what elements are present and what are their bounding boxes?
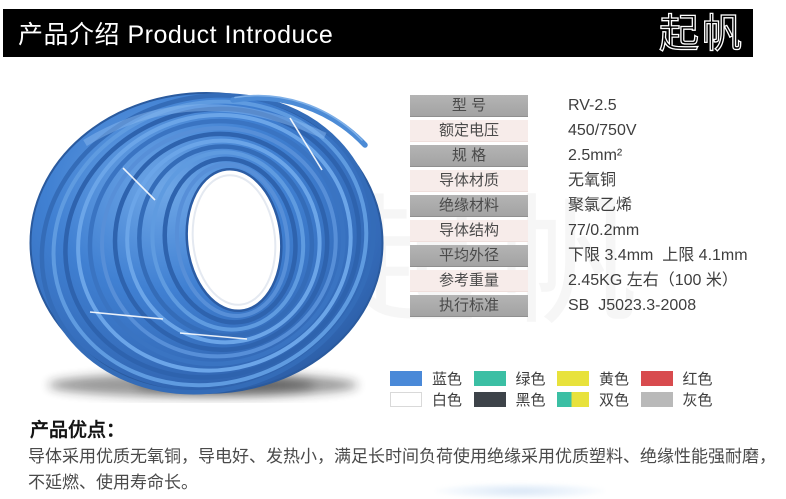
spec-label: 导体材质 bbox=[410, 169, 528, 192]
spec-value: SB J5023.3-2008 bbox=[568, 297, 697, 314]
color-option-black: 黑色 bbox=[473, 392, 558, 409]
spec-row-model: 型 号 RV-2.5 bbox=[410, 94, 748, 117]
swatch-label: 红色 bbox=[682, 371, 713, 388]
green-swatch bbox=[473, 371, 506, 386]
spec-value: RV-2.5 bbox=[568, 97, 617, 114]
spec-value: 77/0.2mm bbox=[568, 222, 640, 239]
wire-coil-illustration bbox=[29, 92, 384, 397]
spec-row-insulation-material: 绝缘材料 聚氯乙烯 bbox=[410, 194, 748, 217]
spec-value: 下限 3.4mm 上限 4.1mm bbox=[568, 247, 748, 264]
spec-table: 型 号 RV-2.5 额定电压 450/750V 规 格 2.5mm² 导体材质… bbox=[410, 94, 748, 320]
spec-label: 额定电压 bbox=[410, 119, 528, 142]
spec-label: 绝缘材料 bbox=[410, 194, 528, 217]
white-swatch bbox=[390, 392, 422, 407]
swatch-label: 黑色 bbox=[515, 392, 546, 409]
color-option-dual: 双色 bbox=[557, 392, 641, 409]
spec-row-rated-voltage: 额定电压 450/750V bbox=[410, 119, 748, 142]
spec-value: 450/750V bbox=[568, 122, 637, 139]
advantages-heading: 产品优点： bbox=[30, 420, 126, 441]
red-swatch bbox=[640, 371, 673, 386]
swatch-label: 白色 bbox=[432, 392, 463, 409]
swatch-label: 灰色 bbox=[682, 392, 713, 409]
swatch-label: 绿色 bbox=[515, 371, 546, 388]
spec-row-size: 规 格 2.5mm² bbox=[410, 144, 748, 167]
color-options-legend: 蓝色 绿色 黄色 红色 白色 黑色 双色 灰色 bbox=[390, 371, 725, 409]
black-swatch bbox=[473, 392, 506, 407]
spec-row-conductor-structure: 导体结构 77/0.2mm bbox=[410, 219, 748, 242]
product-photo-wire-coil bbox=[25, 88, 397, 403]
gray-swatch bbox=[640, 392, 673, 407]
spec-row-average-diameter: 平均外径 下限 3.4mm 上限 4.1mm bbox=[410, 244, 748, 267]
blue-swatch bbox=[390, 371, 422, 386]
color-option-gray: 灰色 bbox=[640, 392, 725, 409]
swatch-label: 双色 bbox=[599, 392, 630, 409]
section-title: 产品介绍 Product Introduce bbox=[18, 21, 334, 49]
spec-label: 参考重量 bbox=[410, 269, 528, 292]
advantages-text: 导体采用优质无氧铜，导电好、发热小，满足长时间负荷使用绝缘采用优质塑料、绝缘性能… bbox=[28, 447, 776, 492]
next-image-peek bbox=[435, 483, 605, 499]
spec-row-standard: 执行标准 SB J5023.3-2008 bbox=[410, 294, 748, 317]
dual-color-swatch bbox=[557, 392, 589, 407]
color-option-blue: 蓝色 bbox=[390, 371, 474, 388]
spec-label: 型 号 bbox=[410, 94, 528, 117]
yellow-swatch bbox=[557, 371, 589, 386]
swatch-label: 蓝色 bbox=[432, 371, 463, 388]
color-option-yellow: 黄色 bbox=[557, 371, 641, 388]
section-header-bar: 产品介绍 Product Introduce 起帆 bbox=[3, 9, 753, 57]
wire-end bbox=[230, 95, 368, 148]
spec-label: 导体结构 bbox=[410, 219, 528, 242]
spec-value: 2.45KG 左右（100 米） bbox=[568, 272, 738, 289]
swatch-label: 黄色 bbox=[599, 371, 630, 388]
spec-row-reference-weight: 参考重量 2.45KG 左右（100 米） bbox=[410, 269, 748, 292]
spec-value: 无氧铜 bbox=[568, 172, 617, 189]
spec-value: 聚氯乙烯 bbox=[568, 197, 633, 214]
color-option-green: 绿色 bbox=[473, 371, 558, 388]
spec-label: 平均外径 bbox=[410, 244, 528, 267]
spec-value: 2.5mm² bbox=[568, 147, 623, 164]
brand-logo-text: 起帆 bbox=[659, 12, 745, 56]
spec-row-conductor-material: 导体材质 无氧铜 bbox=[410, 169, 748, 192]
spec-label: 规 格 bbox=[410, 144, 528, 167]
brand-logo: 起帆 bbox=[658, 11, 745, 56]
spec-label: 执行标准 bbox=[410, 294, 528, 317]
color-option-red: 红色 bbox=[640, 371, 725, 388]
color-option-white: 白色 bbox=[390, 392, 474, 409]
